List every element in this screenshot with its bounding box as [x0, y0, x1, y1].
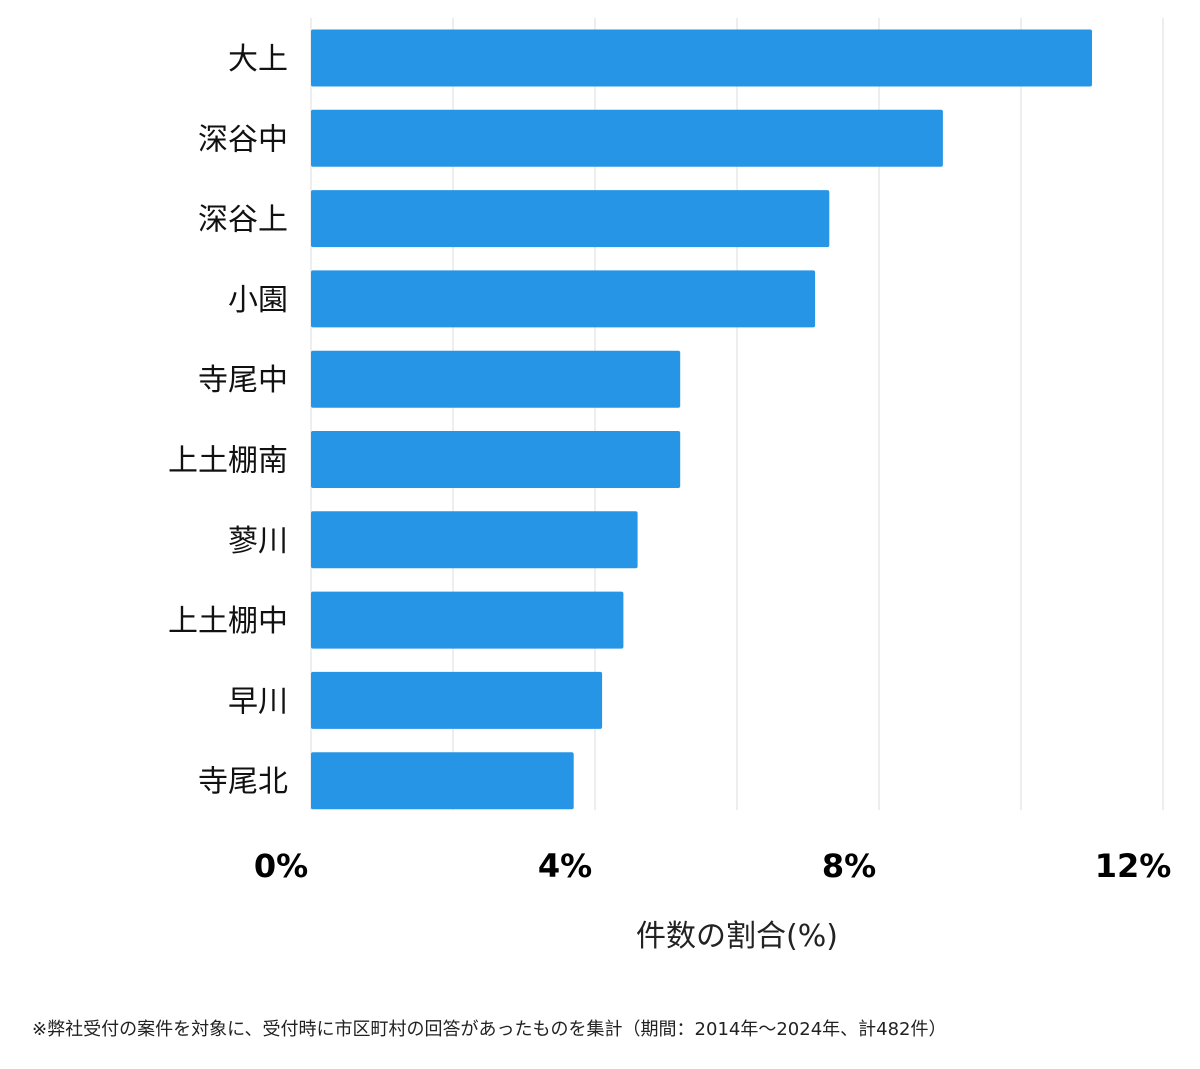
category-label: 上土棚中 [168, 604, 288, 639]
bars [311, 29, 1092, 810]
category-label: 深谷中 [198, 122, 288, 157]
footnote: ※弊社受付の案件を対象に、受付時に市区町村の回答があったものを集計（期間：201… [32, 1019, 947, 1040]
x-axis-title: 件数の割合(%) [636, 919, 838, 954]
x-tick-label: 8% [822, 847, 876, 885]
bar [311, 190, 830, 248]
x-tick-label: 0% [254, 847, 308, 885]
bar [311, 752, 574, 810]
x-tick-label: 12% [1095, 847, 1172, 885]
bar [311, 350, 681, 408]
x-tick-labels: 0% 4% 8% 12% [254, 847, 1171, 885]
category-label: 上土棚南 [168, 444, 288, 479]
category-label: 小園 [228, 283, 288, 318]
bar [311, 109, 943, 167]
category-label: 寺尾北 [198, 765, 288, 800]
bar [311, 511, 638, 569]
bar [311, 270, 816, 328]
bar [311, 671, 603, 729]
bar [311, 431, 681, 488]
category-label: 寺尾中 [198, 363, 288, 398]
bar [311, 29, 1092, 87]
category-label: 早川 [228, 684, 288, 719]
x-tick-label: 4% [538, 847, 592, 885]
category-label: 深谷上 [198, 203, 288, 238]
bar [311, 591, 624, 649]
category-label: 大上 [228, 42, 288, 77]
category-label: 蓼川 [228, 524, 288, 559]
